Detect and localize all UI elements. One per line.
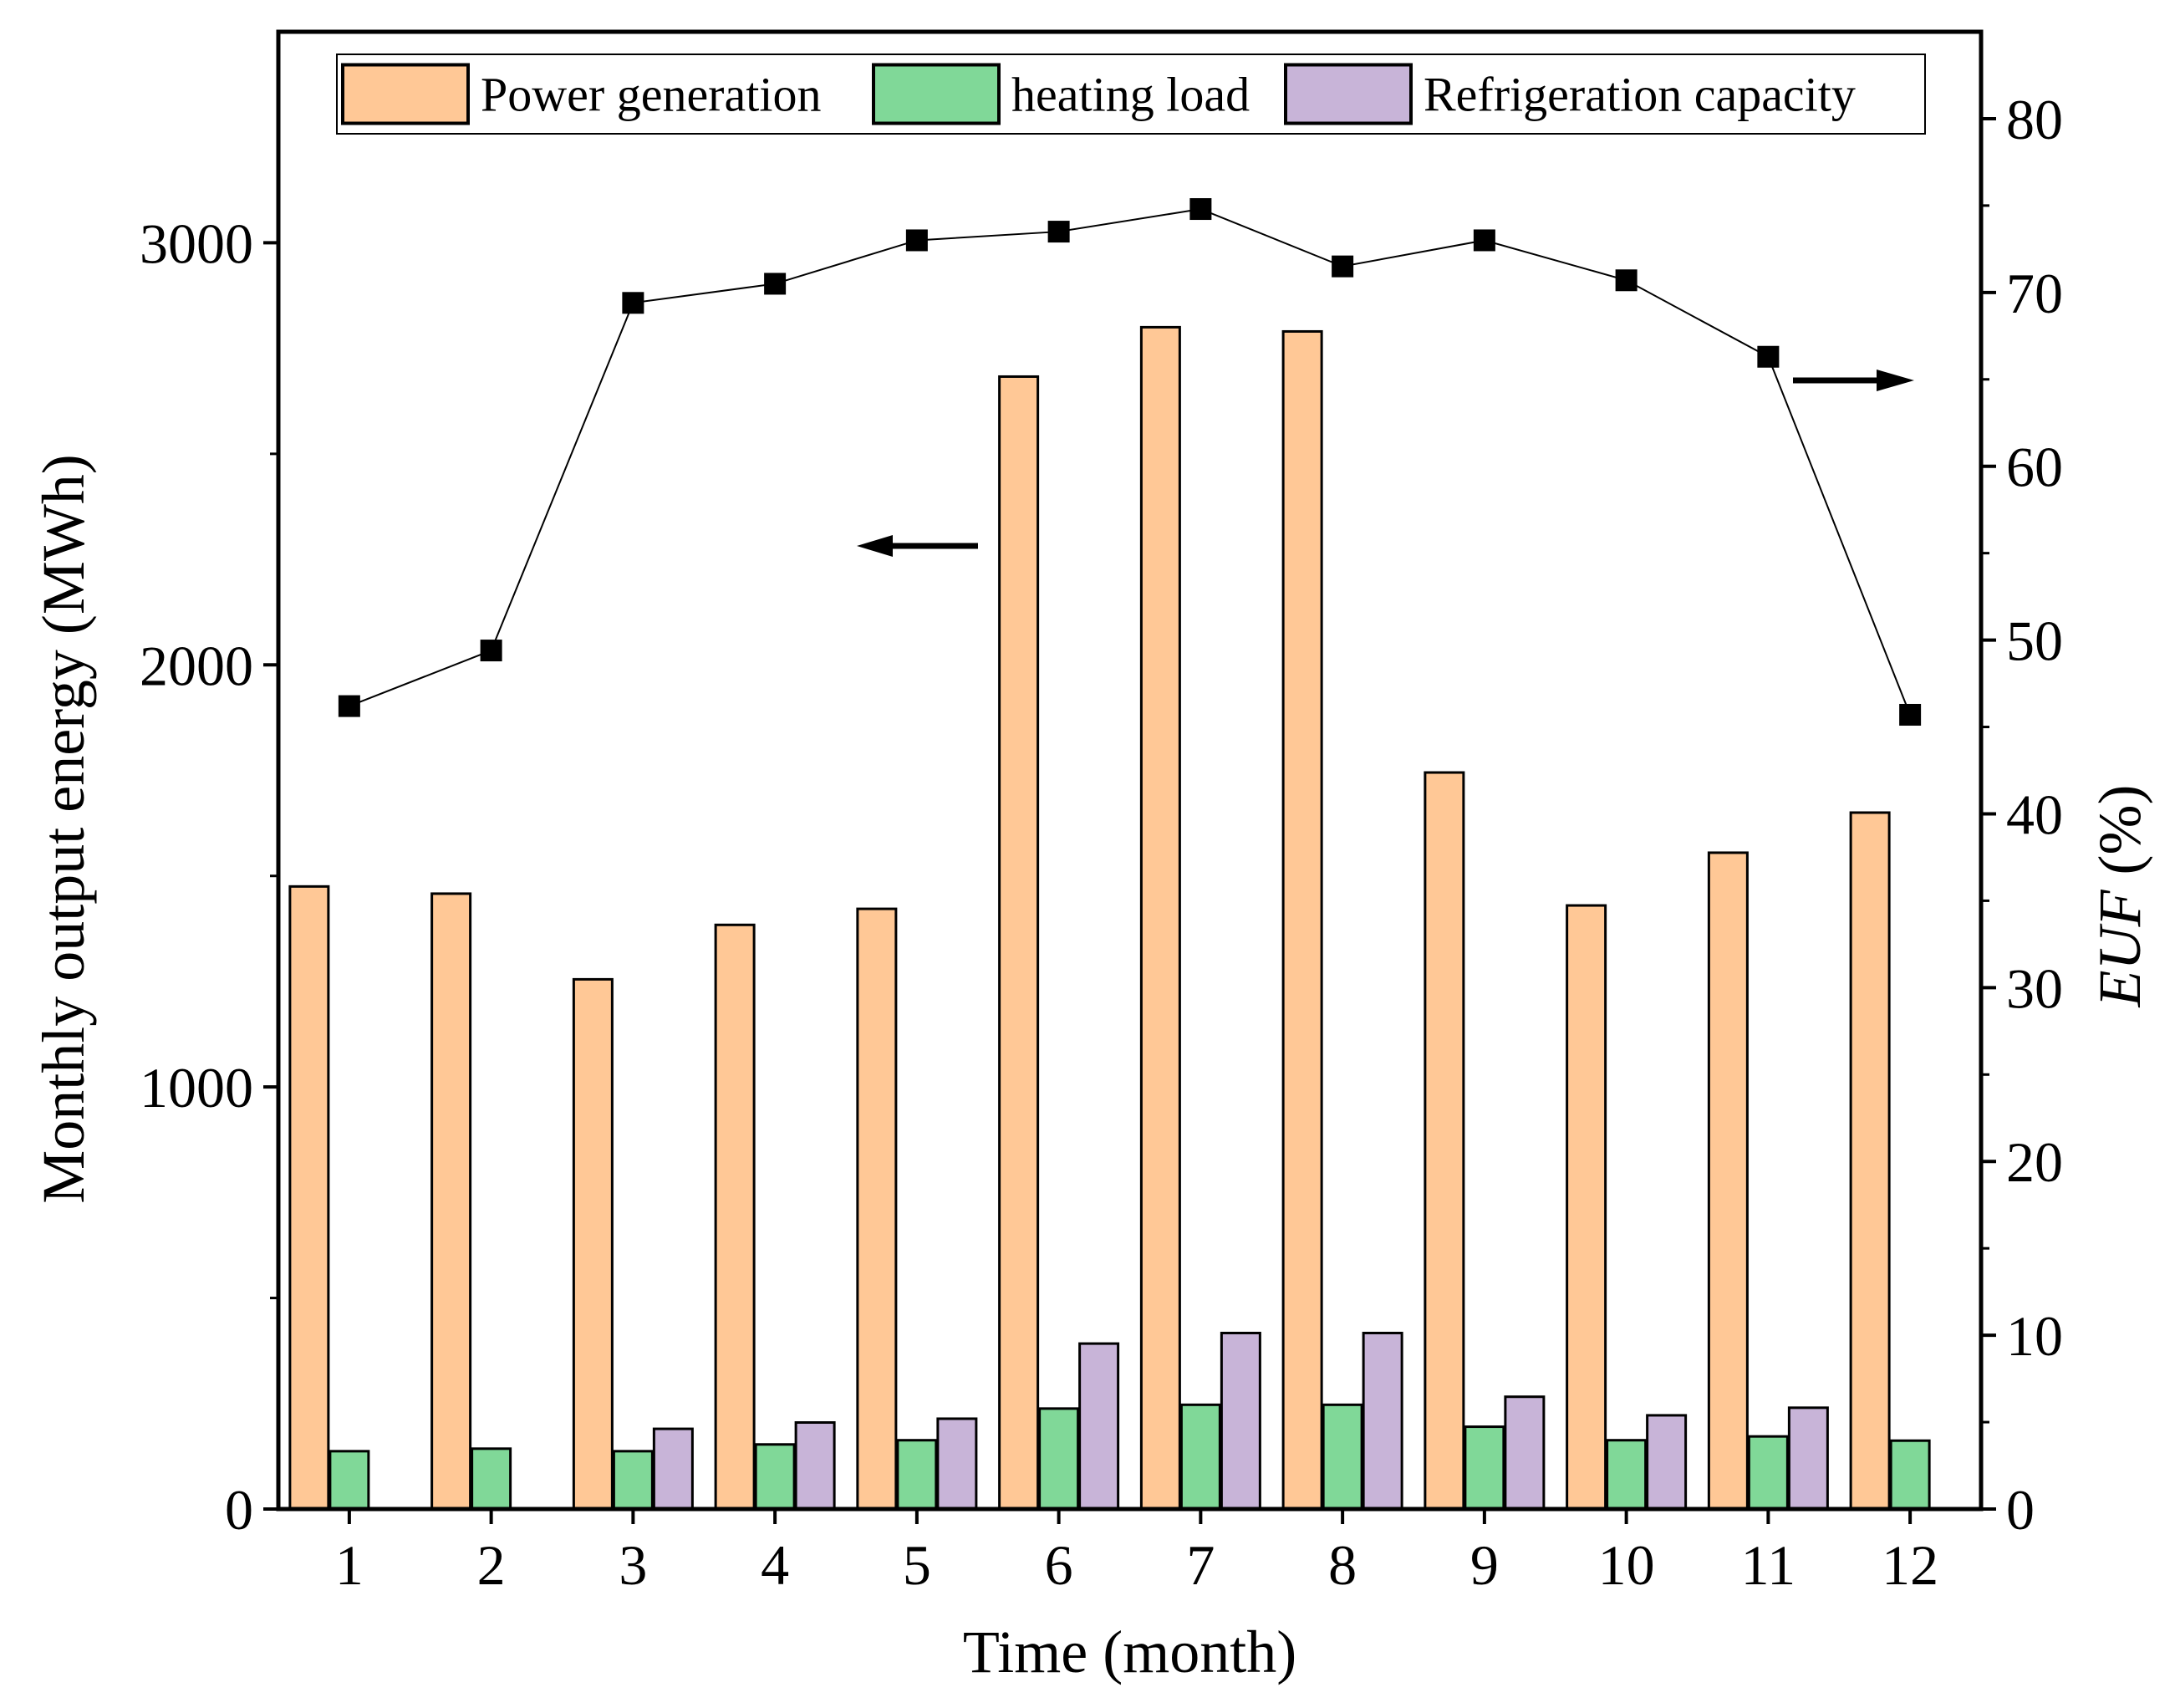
bar-heating-load-9: [1464, 1425, 1505, 1511]
euf-point-8: [1332, 255, 1354, 278]
bars-layer: [288, 325, 1931, 1511]
y-tick-label-1000: 1000: [140, 1056, 253, 1119]
y-axis-title: Monthly output energy (MWh): [30, 454, 97, 1204]
x-tick-label-9: 9: [1470, 1533, 1499, 1597]
bar-refrigeration-capacity-9: [1504, 1395, 1546, 1511]
euf-point-9: [1473, 229, 1495, 252]
x-tick-label-11: 11: [1741, 1533, 1795, 1597]
y-tick-label-0: 0: [225, 1478, 253, 1542]
euf-line: [349, 208, 1912, 716]
euf-point-12: [1899, 703, 1922, 726]
bar-refrigeration-capacity-7: [1220, 1331, 1261, 1511]
bar-power-generation-4: [714, 923, 756, 1511]
euf-point-10: [1615, 269, 1638, 292]
x-tick-label-5: 5: [903, 1533, 931, 1597]
bar-power-generation-7: [1139, 325, 1181, 1511]
bar-power-generation-10: [1566, 904, 1607, 1511]
y2-tick-label-0: 0: [2006, 1478, 2035, 1542]
euf-point-2: [480, 640, 502, 662]
legend-label-0: Power generation: [481, 68, 821, 122]
legend-swatch-1: [872, 63, 1001, 125]
bar-heating-load-8: [1322, 1403, 1363, 1511]
bar-heating-load-12: [1889, 1439, 1931, 1511]
legend-swatch-0: [341, 63, 470, 125]
bar-heating-load-6: [1038, 1407, 1080, 1511]
right-arrow-head: [1877, 370, 1914, 391]
y2-tick-label-80: 80: [2006, 88, 2063, 151]
x-tick-label-4: 4: [761, 1533, 789, 1597]
bar-heating-load-2: [471, 1447, 512, 1511]
bar-heating-load-7: [1179, 1403, 1221, 1511]
bar-heating-load-5: [896, 1439, 938, 1511]
y2-tick-label-40: 40: [2006, 783, 2063, 846]
x-tick-label-7: 7: [1186, 1533, 1215, 1597]
euf-point-3: [622, 292, 644, 314]
euf-point-5: [905, 229, 928, 252]
bar-power-generation-6: [998, 375, 1040, 1511]
legend: Power generation heating load Refrigeratio…: [336, 54, 1926, 135]
bar-power-generation-5: [856, 907, 898, 1511]
euf-point-11: [1757, 345, 1780, 368]
bar-refrigeration-capacity-4: [794, 1421, 836, 1511]
bar-refrigeration-capacity-8: [1362, 1331, 1403, 1511]
y2-tick-label-20: 20: [2006, 1130, 2063, 1194]
bar-power-generation-11: [1707, 851, 1749, 1511]
x-tick-label-6: 6: [1045, 1533, 1073, 1597]
y2-axis-title: EUF (%): [2086, 785, 2153, 1008]
euf-point-4: [764, 273, 787, 295]
y2-tick-label-10: 10: [2006, 1304, 2063, 1368]
y2-tick-label-30: 30: [2006, 956, 2063, 1020]
plot-frame: [276, 29, 1984, 1512]
legend-swatch-2: [1284, 63, 1413, 125]
bar-power-generation-3: [572, 977, 614, 1511]
bar-power-generation-2: [430, 892, 472, 1511]
x-axis-title: Time (month): [963, 1619, 1296, 1685]
x-tick-label-2: 2: [477, 1533, 506, 1597]
x-tick-label-3: 3: [619, 1533, 647, 1597]
bar-power-generation-1: [288, 885, 330, 1511]
bar-heating-load-3: [612, 1450, 654, 1511]
y-tick-label-3000: 3000: [140, 212, 253, 275]
x-tick-label-12: 12: [1882, 1533, 1938, 1597]
bar-heating-load-10: [1606, 1439, 1648, 1511]
x-tick-label-8: 8: [1328, 1533, 1357, 1597]
y2-tick-label-60: 60: [2006, 436, 2063, 499]
legend-box: [336, 54, 1926, 135]
bar-heating-load-11: [1747, 1435, 1789, 1511]
bar-power-generation-9: [1424, 771, 1465, 1511]
bar-refrigeration-capacity-10: [1646, 1414, 1688, 1511]
x-tick-label-1: 1: [335, 1533, 364, 1597]
y2-tick-label-50: 50: [2006, 609, 2063, 673]
ticks-layer: 1 2 3 4 5 6 7 8 9 10 11 120100020003000010203040506…: [140, 88, 2063, 1597]
axis-arrows: [857, 370, 1914, 557]
euf-point-1: [338, 695, 360, 717]
bar-heating-load-1: [329, 1450, 370, 1511]
bar-refrigeration-capacity-6: [1078, 1342, 1120, 1511]
legend-label-1: heating load: [1011, 68, 1250, 122]
bar-heating-load-4: [754, 1443, 796, 1511]
euf-point-6: [1047, 221, 1070, 243]
euf-line-layer: [338, 198, 1922, 726]
y-tick-label-2000: 2000: [140, 634, 253, 697]
x-tick-label-10: 10: [1598, 1533, 1655, 1597]
bar-refrigeration-capacity-5: [936, 1417, 978, 1511]
y2-tick-label-70: 70: [2006, 262, 2063, 325]
bar-power-generation-12: [1849, 811, 1891, 1511]
legend-label-2: Refrigeration capacity: [1424, 68, 1856, 122]
left-arrow-head: [857, 535, 893, 557]
bar-power-generation-8: [1281, 329, 1323, 1511]
bar-refrigeration-capacity-3: [652, 1427, 694, 1511]
bar-refrigeration-capacity-11: [1787, 1406, 1829, 1511]
euf-point-7: [1189, 198, 1212, 221]
